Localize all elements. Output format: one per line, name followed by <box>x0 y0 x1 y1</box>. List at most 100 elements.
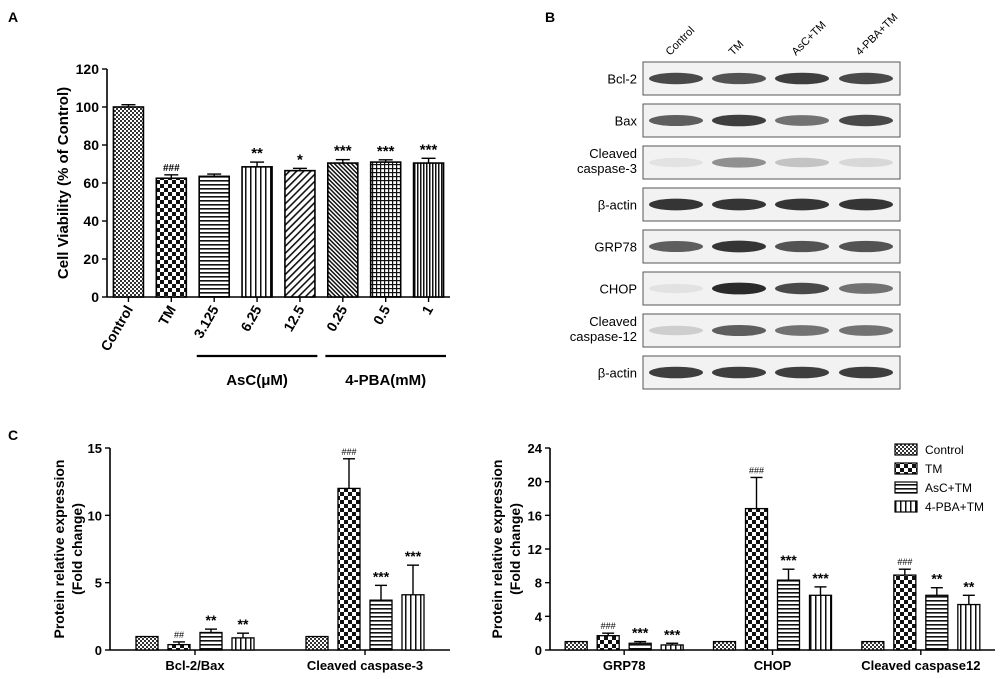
panel-c-right-chart: 0 4 8 12 16 20 24 Protein relative expression (F… <box>489 441 995 673</box>
blot-band <box>649 72 703 85</box>
legend-label: Control <box>925 443 964 457</box>
y-axis-title: Protein relative expression (Fold change) <box>51 460 85 639</box>
blot-band <box>775 115 829 126</box>
significance-label: ### <box>163 163 180 174</box>
lane-label: 4-PBA+TM <box>854 11 901 58</box>
legend-label: TM <box>925 462 942 476</box>
blot-band <box>649 240 703 253</box>
y-tick-label: 16 <box>528 508 542 523</box>
y-tick-label: 0 <box>535 643 542 658</box>
bar <box>135 635 159 651</box>
bar <box>925 594 949 651</box>
blot-band <box>649 198 703 211</box>
bar <box>198 175 230 298</box>
bar <box>628 642 652 651</box>
blot-band <box>712 72 766 85</box>
blot-band <box>649 325 703 336</box>
x-tick-label: GRP78 <box>603 658 646 673</box>
row-label-line: caspase-3 <box>577 161 637 176</box>
blot-band <box>649 283 703 294</box>
significance-label: ** <box>206 612 217 628</box>
significance-label: ** <box>963 578 974 594</box>
significance-label: *** <box>664 626 681 642</box>
row-label: Bax <box>615 114 638 129</box>
significance-label: * <box>297 151 303 168</box>
blot-band <box>839 198 893 211</box>
row-label: β-actin <box>598 366 637 381</box>
lane-label: TM <box>727 38 747 58</box>
bar <box>712 640 737 651</box>
bar <box>199 631 223 651</box>
blot-band <box>712 198 766 211</box>
blot-band <box>839 325 893 336</box>
significance-label: *** <box>812 570 829 586</box>
y-tick-label: 0 <box>95 643 102 658</box>
bar <box>861 640 885 651</box>
blot-band <box>839 157 893 168</box>
row-label: β-actin <box>598 198 637 213</box>
panel-label-b: B <box>545 9 555 25</box>
y-axis-title-line: Protein relative expression <box>489 460 505 639</box>
significance-label: ** <box>251 145 263 162</box>
y-tick-label: 8 <box>535 576 542 591</box>
x-tick-label: TM <box>155 303 179 329</box>
significance-label: *** <box>373 568 390 584</box>
y-tick-label: 4 <box>535 609 543 624</box>
x-tick-label: 12.5 <box>280 302 308 334</box>
y-tick-label: 40 <box>83 213 99 229</box>
blot-band <box>649 366 703 379</box>
bar <box>337 487 361 651</box>
bar <box>327 162 359 298</box>
group-label: AsC(μM) <box>226 372 288 389</box>
x-tick-label: 3.125 <box>190 302 221 341</box>
blot-band <box>712 114 766 127</box>
blot-band <box>839 366 893 379</box>
row-label: Bcl-2 <box>607 72 637 87</box>
bar <box>167 643 191 651</box>
significance-label: ### <box>601 621 616 631</box>
bar <box>412 162 445 298</box>
bar <box>776 579 801 651</box>
significance-label: *** <box>420 141 438 158</box>
legend-label: AsC+TM <box>925 481 972 495</box>
y-axis-title-line: (Fold change) <box>507 503 523 595</box>
significance-label: *** <box>377 143 395 160</box>
row-label-line: Cleaved <box>589 314 637 329</box>
significance-label: *** <box>632 625 649 641</box>
y-tick-label: 20 <box>528 475 542 490</box>
bar <box>401 594 425 651</box>
blot-band <box>775 198 829 211</box>
y-axis-title: Protein relative expression (Fold change) <box>489 460 523 639</box>
x-tick-label: 0.25 <box>323 302 351 334</box>
significance-label: *** <box>405 548 422 564</box>
y-tick-label: 80 <box>83 137 99 153</box>
blot-band <box>775 282 829 295</box>
x-tick-label: 6.25 <box>237 302 265 334</box>
blot-band <box>839 283 893 294</box>
y-tick-label: 12 <box>528 542 542 557</box>
bar <box>369 599 393 651</box>
legend-swatch <box>894 481 918 494</box>
row-label-line: caspase-12 <box>570 329 637 344</box>
lane-label: AsC+TM <box>790 19 829 58</box>
legend-swatch <box>894 462 918 475</box>
bar <box>155 177 188 298</box>
bar <box>957 603 981 651</box>
row-label: CHOP <box>599 282 637 297</box>
row-label-line: Cleaved <box>589 146 637 161</box>
x-tick-label: Cleaved caspase12 <box>861 658 980 673</box>
y-axis-title-line: (Fold change) <box>69 503 85 595</box>
group-label: 4-PBA(mM) <box>345 372 426 389</box>
x-tick-label: 0.5 <box>370 302 394 327</box>
y-tick-label: 10 <box>88 508 102 523</box>
bar <box>596 635 620 651</box>
blot-band <box>712 157 766 168</box>
blot-band <box>712 282 766 295</box>
bar <box>808 594 833 651</box>
row-label: Cleaved caspase-3 <box>577 146 637 176</box>
bar <box>231 637 255 651</box>
y-tick-label: 15 <box>88 441 102 456</box>
y-tick-label: 60 <box>83 175 99 191</box>
significance-label: *** <box>334 143 352 160</box>
